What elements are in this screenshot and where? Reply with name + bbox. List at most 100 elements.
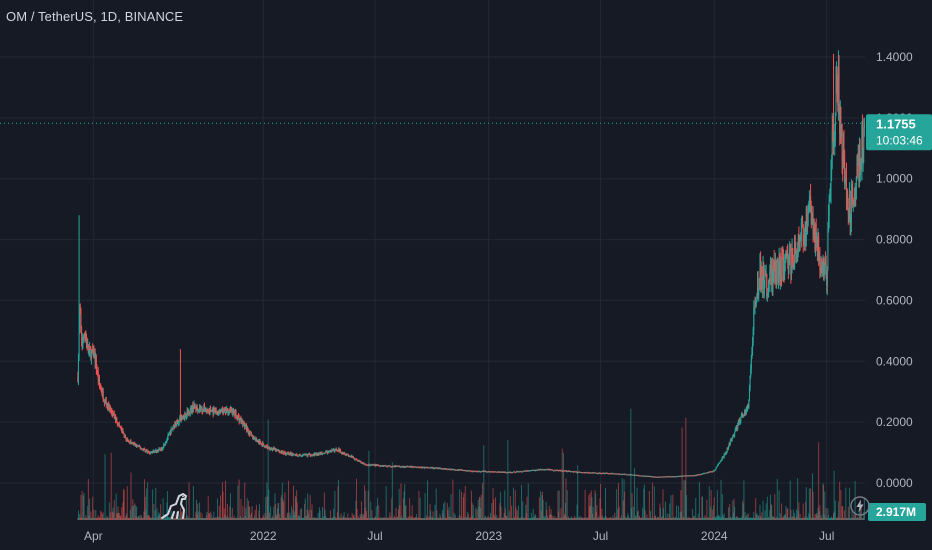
candle-body: [778, 255, 780, 270]
candle-body: [588, 472, 590, 474]
volume-bar: [425, 515, 427, 520]
candle-body: [579, 471, 581, 473]
candle-body: [119, 426, 121, 428]
candle-body: [493, 471, 495, 473]
candle-body: [137, 445, 139, 447]
candle-body: [405, 466, 407, 468]
volume-bar: [362, 514, 364, 520]
volume-bar: [411, 505, 413, 520]
volume-bar: [484, 516, 486, 520]
candle-body: [237, 416, 239, 420]
volume-bar: [668, 517, 670, 520]
candle-body: [102, 391, 104, 395]
last-price-value: 1.1755: [876, 116, 916, 131]
volume-bar: [624, 491, 626, 520]
time-axis[interactable]: Apr 2022 Jul 2023 Jul 2024 Jul: [84, 529, 834, 543]
volume-bar: [611, 517, 613, 520]
candle-body: [562, 470, 564, 472]
candle-body: [831, 129, 833, 160]
volume-bar: [530, 518, 532, 520]
candle-body: [825, 263, 827, 275]
volume-bar: [846, 518, 848, 520]
candle-body: [800, 238, 802, 242]
volume-bar: [102, 514, 104, 520]
candle-body: [289, 452, 291, 455]
volume-bar: [126, 486, 128, 520]
candle-body: [257, 440, 259, 442]
candle-body: [466, 470, 468, 472]
candle-body: [232, 410, 234, 414]
candle-body: [370, 465, 372, 467]
volume-bar: [286, 517, 288, 520]
volume-bar: [455, 518, 457, 520]
candle-body: [647, 476, 649, 478]
candle-body: [402, 466, 404, 468]
candle-body: [149, 453, 151, 455]
volume-bar: [502, 517, 504, 520]
volume-bar: [575, 517, 577, 520]
candle-body: [826, 274, 828, 286]
lightning-bolt-icon[interactable]: [850, 496, 870, 521]
candle-body: [189, 413, 191, 415]
volume-bar: [305, 516, 307, 520]
volume-bar: [330, 510, 332, 520]
volume-bar: [503, 513, 505, 520]
volume-bar: [695, 517, 697, 520]
volume-bar: [585, 517, 587, 520]
candle-body: [641, 475, 643, 477]
volume-bar: [312, 517, 314, 520]
volume-bar: [450, 494, 452, 520]
volume-bar: [197, 511, 199, 520]
candle-body: [86, 341, 88, 349]
volume-bar: [436, 510, 438, 520]
candle-body: [194, 406, 196, 408]
candle-body: [571, 471, 573, 473]
volume-bar: [504, 508, 506, 520]
candle-body: [811, 218, 813, 224]
candle-body: [275, 448, 277, 452]
volume-bar: [423, 517, 425, 520]
volume-bar: [566, 516, 568, 520]
volume-bar: [497, 517, 499, 520]
volume-bar: [121, 507, 123, 520]
volume-bar: [317, 513, 319, 520]
volume-bar: [530, 512, 532, 520]
candle-body: [376, 464, 378, 466]
candle-body: [759, 256, 761, 286]
candle-body: [776, 260, 778, 263]
volume-bar: [393, 515, 395, 520]
volume-bar: [210, 511, 212, 520]
candle-body: [252, 437, 254, 439]
candle-body: [685, 475, 687, 477]
volume-bar: [699, 517, 701, 520]
volume-bar: [759, 504, 761, 520]
volume-bar: [462, 497, 464, 520]
volume-bar: [174, 517, 176, 520]
volume-bar: [469, 517, 471, 520]
candle-body: [786, 252, 788, 255]
candle-body: [769, 264, 771, 273]
candle-body: [339, 449, 341, 453]
volume-bar: [640, 517, 642, 520]
volume-bar: [398, 509, 400, 520]
candle-body: [126, 439, 128, 441]
volume-bar: [632, 517, 634, 520]
x-tick-label: Apr: [84, 529, 103, 543]
candle-body: [729, 440, 731, 445]
candle-body: [292, 454, 294, 456]
volume-bar: [240, 498, 242, 520]
candle-body: [134, 444, 136, 446]
candle-body: [806, 208, 808, 231]
candle-body: [669, 476, 671, 478]
volume-bar: [442, 513, 444, 520]
candle-body: [385, 465, 387, 467]
tradingview-dino-logo-icon[interactable]: [158, 490, 190, 527]
candle-body: [498, 471, 500, 473]
volume-bar: [335, 517, 337, 520]
volume-bar: [199, 512, 201, 520]
symbol-title[interactable]: OM / TetherUS, 1D, BINANCE: [6, 9, 184, 24]
candle-body: [609, 473, 611, 475]
volume-bar: [479, 497, 481, 520]
volume-bar: [262, 517, 264, 520]
